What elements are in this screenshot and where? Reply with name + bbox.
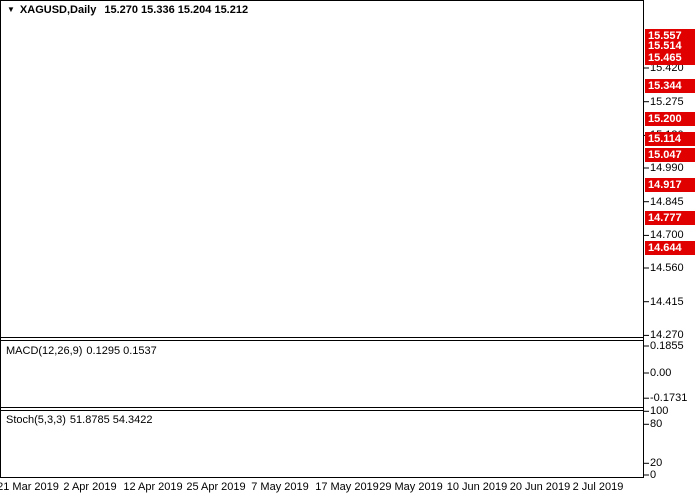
date-label: 12 Apr 2019 — [123, 481, 183, 493]
date-label: 20 Jun 2019 — [509, 481, 571, 493]
macd-tick-label: 0.1855 — [650, 340, 684, 353]
macd-indicator-name: MACD(12,26,9) — [6, 345, 83, 357]
price-badge: 14.644 — [645, 241, 695, 256]
price-tick-label: 14.990 — [650, 162, 684, 174]
axis-tick-marks — [643, 67, 649, 476]
price-tick-label: 14.845 — [650, 195, 684, 208]
price-axis[interactable]: 15.42015.27515.13014.99014.84514.70014.5… — [644, 0, 700, 481]
price-badge: 15.514 — [645, 39, 695, 54]
price-badge: 15.047 — [645, 147, 695, 162]
time-axis[interactable]: 21 Mar 2019 2 Apr 2019 12 Apr 2019 25 Apr 2… — [0, 478, 700, 500]
date-label: 7 May 2019 — [251, 481, 309, 493]
price-tick-label: 15.275 — [650, 95, 684, 108]
price-badge: 15.114 — [645, 132, 695, 147]
date-label: 17 May 2019 — [315, 481, 379, 493]
symbol-period-label: XAGUSD,Daily — [19, 4, 97, 16]
price-tick-label: 15.420 — [650, 62, 684, 74]
date-label: 25 Apr 2019 — [186, 481, 246, 493]
date-label: 2 Apr 2019 — [63, 481, 117, 493]
stoch-tick-label: 100 — [650, 405, 669, 418]
ohlc-values: 15.270 15.336 15.204 15.212 — [104, 4, 249, 16]
price-badge: 15.200 — [645, 112, 695, 127]
stoch-panel-label: Stoch(5,3,3) 51.8785 54.3422 — [6, 414, 153, 426]
price-tick-label: 14.415 — [650, 295, 684, 308]
price-tick-label: 14.270 — [650, 329, 684, 342]
price-tick-label: 14.560 — [650, 262, 684, 274]
macd-tick-label: 0.00 — [650, 367, 672, 379]
date-label: 10 Jun 2019 — [446, 481, 508, 493]
price-badge: 15.465 — [645, 50, 695, 65]
chart-outer-border — [0, 0, 644, 478]
price-badge: 14.777 — [645, 210, 695, 225]
macd-panel-label: MACD(12,26,9) 0.1295 0.1537 — [6, 345, 157, 357]
date-label: 29 May 2019 — [379, 481, 443, 493]
stoch-tick-label: 0 — [650, 468, 657, 481]
date-label: 2 Jul 2019 — [572, 481, 624, 493]
price-badge: 14.917 — [645, 177, 695, 192]
stoch-tick-label: 20 — [650, 457, 663, 470]
chart-title: ▼ XAGUSD,Daily 15.270 15.336 15.204 15.212 — [7, 4, 248, 16]
date-label: 21 Mar 2019 — [0, 481, 59, 493]
price-tick-label: 14.700 — [650, 229, 684, 242]
stoch-indicator-name: Stoch(5,3,3) — [6, 414, 66, 426]
chart-marker-icon: ▼ — [7, 5, 15, 14]
macd-tick-label: -0.1731 — [650, 392, 688, 405]
macd-indicator-values: 0.1295 0.1537 — [86, 345, 157, 357]
stoch-indicator-values: 51.8785 54.3422 — [69, 414, 153, 426]
price-badge: 15.344 — [645, 78, 695, 93]
stoch-tick-label: 80 — [650, 418, 663, 431]
